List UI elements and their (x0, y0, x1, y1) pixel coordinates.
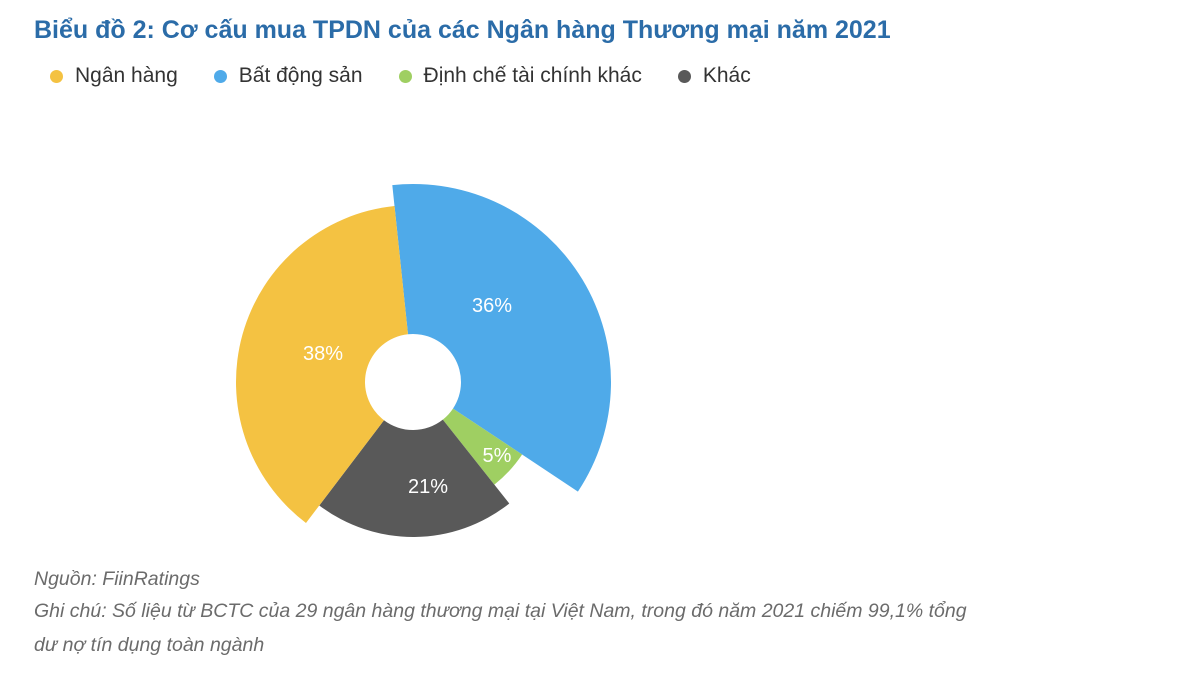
legend-item-dinh-che: Định chế tài chính khác (398, 64, 642, 88)
legend-label: Khác (702, 64, 751, 87)
legend-swatch (398, 69, 412, 83)
footnote-line1: Ghi chú: Số liệu từ BCTC của 29 ngân hàn… (34, 600, 967, 622)
legend-item-bat-dong-san: Bất động sản (213, 64, 363, 88)
legend-label: Định chế tài chính khác (423, 64, 642, 87)
slice-data-label: 38% (303, 343, 343, 365)
legend: Ngân hàng Bất động sản Định chế tài chín… (50, 64, 787, 88)
pie-slice-1 (392, 184, 611, 492)
pie-slice-2 (442, 408, 523, 485)
legend-swatch (677, 69, 691, 83)
pie-slice-0 (235, 205, 408, 523)
legend-label: Ngân hàng (75, 64, 178, 87)
legend-label: Bất động sản (238, 64, 363, 87)
legend-swatch (213, 69, 227, 83)
chart-title: Biểu đồ 2: Cơ cấu mua TPDN của các Ngân … (34, 16, 891, 44)
legend-item-khac: Khác (677, 64, 751, 88)
source-note: Nguồn: FiinRatings (34, 568, 200, 590)
legend-swatch (50, 69, 63, 83)
legend-item-ngan-hang: Ngân hàng (50, 64, 178, 88)
slice-data-label: 36% (472, 295, 512, 317)
footnote-line2: dư nợ tín dụng toàn ngành (34, 634, 265, 656)
slice-data-label: 21% (408, 476, 448, 498)
slice-data-label: 5% (483, 445, 512, 467)
pie-slice-3 (319, 419, 510, 537)
